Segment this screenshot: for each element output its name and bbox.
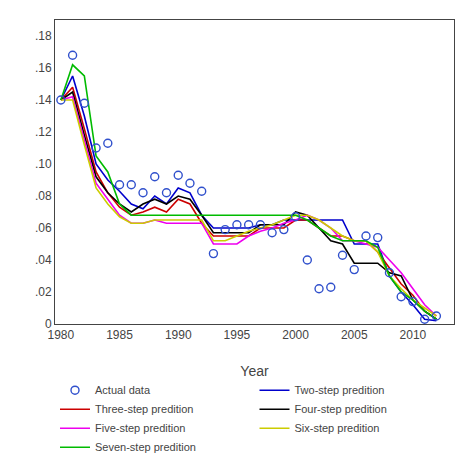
svg-text:.06: .06 [35, 221, 52, 235]
svg-text:.18: .18 [35, 29, 52, 43]
svg-text:2005: 2005 [341, 328, 368, 342]
svg-text:1990: 1990 [165, 328, 192, 342]
svg-text:1995: 1995 [224, 328, 251, 342]
svg-text:Five-step predition: Five-step predition [95, 422, 186, 434]
svg-text:2010: 2010 [400, 328, 427, 342]
svg-text:1980: 1980 [48, 328, 75, 342]
svg-text:Six-step predition: Six-step predition [295, 422, 380, 434]
svg-text:.10: .10 [35, 157, 52, 171]
svg-text:Two-step predition: Two-step predition [295, 384, 385, 396]
svg-text:.12: .12 [35, 125, 52, 139]
svg-text:Three-step predition: Three-step predition [95, 403, 193, 415]
svg-text:2000: 2000 [282, 328, 309, 342]
svg-text:Actual data: Actual data [95, 384, 151, 396]
svg-text:.14: .14 [35, 93, 52, 107]
svg-text:Year: Year [240, 363, 269, 379]
svg-text:Seven-step predition: Seven-step predition [95, 441, 196, 453]
svg-text:.02: .02 [35, 285, 52, 299]
svg-text:Four-step predition: Four-step predition [295, 403, 387, 415]
svg-text:.16: .16 [35, 61, 52, 75]
svg-text:.04: .04 [35, 253, 52, 267]
svg-text:.08: .08 [35, 189, 52, 203]
svg-text:1985: 1985 [106, 328, 133, 342]
svg-text:0: 0 [45, 317, 52, 331]
